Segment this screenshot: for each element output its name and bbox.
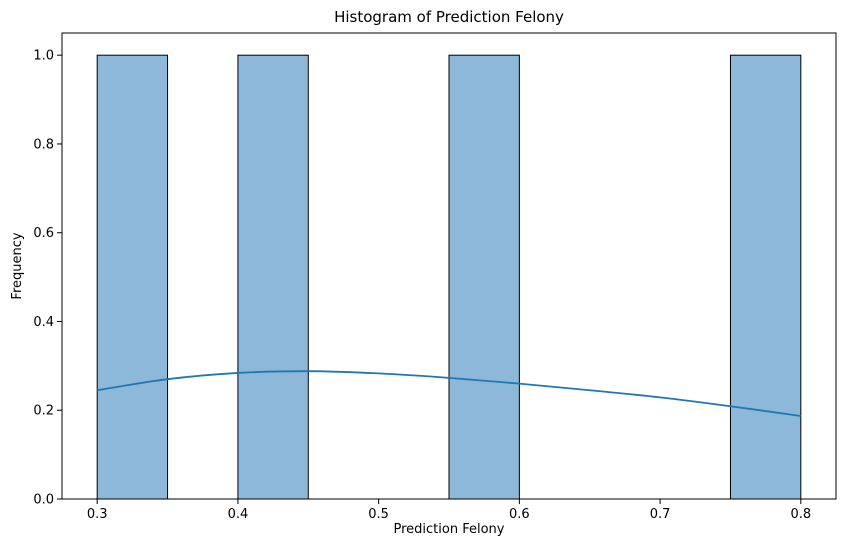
y-tick-label: 0.4 [33,315,54,330]
x-tick-label: 0.3 [87,507,108,522]
y-axis-label: Frequency [10,232,25,299]
histogram-bar [96,54,169,500]
y-axis: 0.0 0.2 0.4 0.6 0.8 1.0 [33,49,62,508]
x-tick-label: 0.8 [790,507,811,522]
x-tick-label: 0.5 [368,507,389,522]
kde-curve [97,370,801,417]
x-tick-label: 0.6 [509,507,530,522]
x-axis-label: Prediction Felony [394,522,505,537]
histogram-bar [448,54,520,500]
plot-frame [61,32,837,500]
x-tick-label: 0.7 [650,507,671,522]
x-tick-label: 0.4 [228,507,249,522]
y-tick-label: 1.0 [33,49,54,64]
histogram-bar [237,54,309,500]
x-axis: 0.3 0.4 0.5 0.6 0.7 0.8 [87,499,811,522]
bars-layer [96,54,802,500]
histogram-bar [729,54,802,500]
y-tick-label: 0.2 [33,404,54,419]
chart-title: Histogram of Prediction Felony [334,8,564,26]
y-tick-label: 0.8 [33,137,54,152]
y-tick-label: 0.0 [33,493,54,508]
y-tick-label: 0.6 [33,226,54,241]
